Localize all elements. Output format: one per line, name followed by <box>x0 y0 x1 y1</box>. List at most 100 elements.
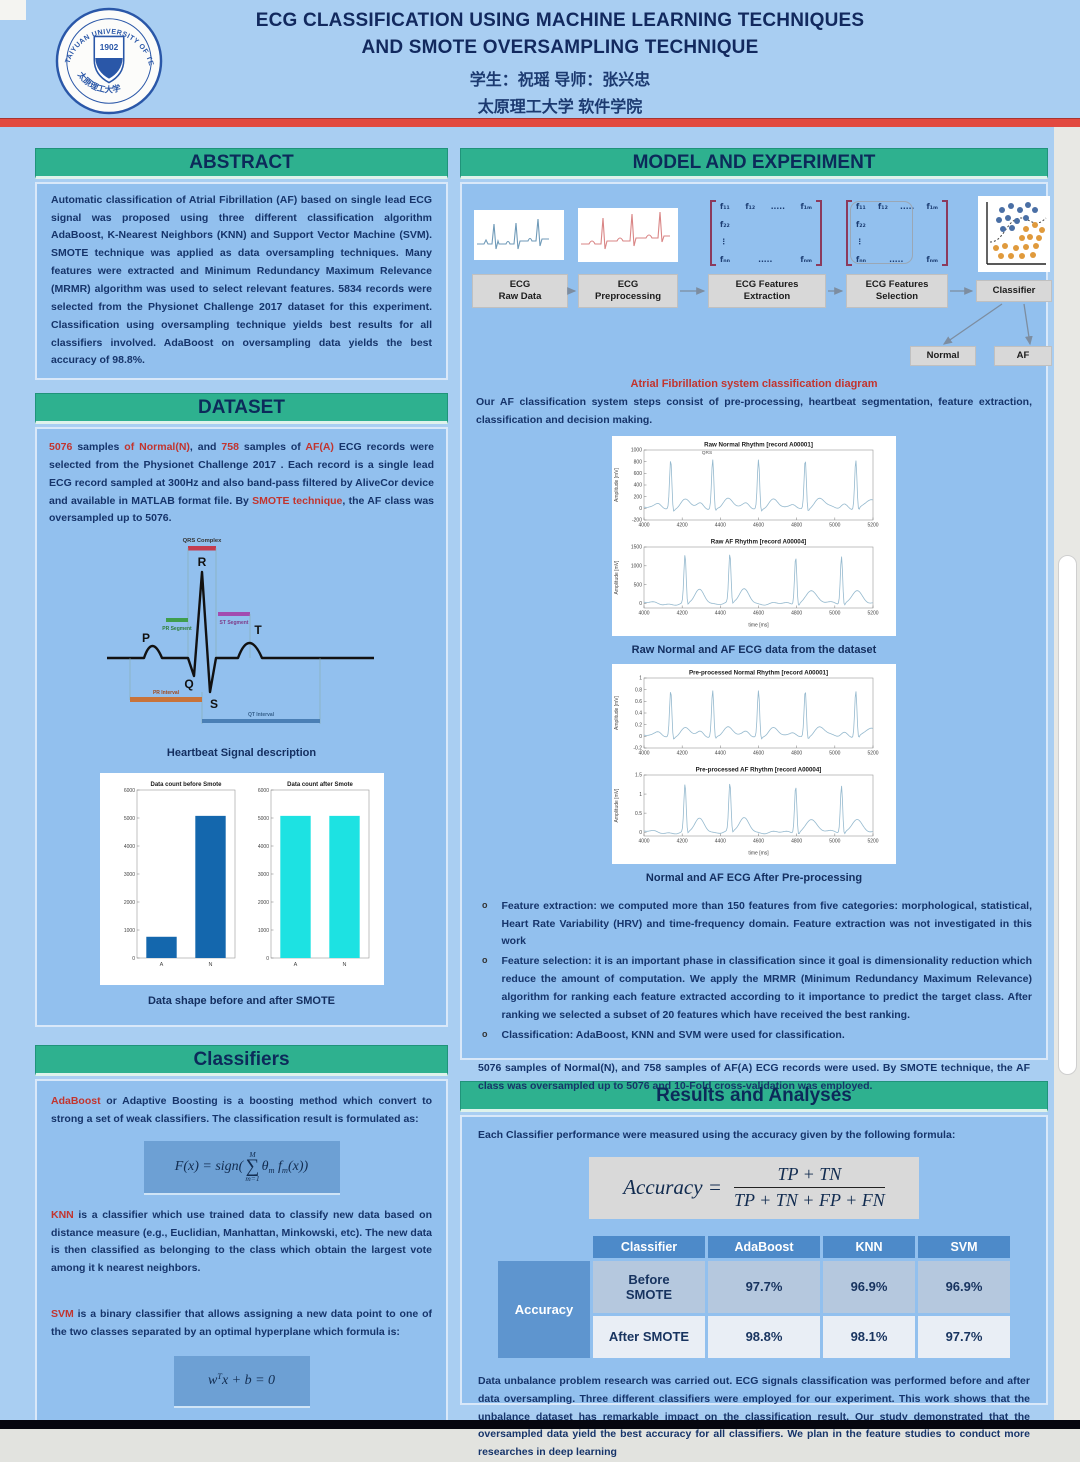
poster-title-line2: AND SMOTE OVERSAMPLING TECHNIQUE <box>361 36 759 58</box>
svg-text:4800: 4800 <box>791 522 802 528</box>
bullet-feature-selection: Feature selection: it is an important ph… <box>476 953 1033 1024</box>
col-header-classifier: Classifier <box>593 1235 705 1258</box>
dataset-header: DATASET <box>35 393 448 424</box>
svg-text:time [ms]: time [ms] <box>748 622 769 628</box>
pipeline-stage-extraction: ECG Features Extraction <box>708 274 826 308</box>
svg-text:4400: 4400 <box>715 750 726 756</box>
svg-text:800: 800 <box>634 459 643 465</box>
accuracy-table: Classifier AdaBoost KNN SVM Accuracy Bef… <box>495 1233 1013 1361</box>
svg-text:200: 200 <box>634 494 643 500</box>
model-panel: f₁₁ f₁₂..... f₁ₘ f₂₂ ⋮ fₙₙ..... fₙₘ f₁₁ f₁₂.… <box>460 182 1052 1092</box>
plot-pre-normal: Pre-processed Normal Rhythm [record A000… <box>612 667 896 764</box>
svg-text:Pre-processed Normal Rhythm [r: Pre-processed Normal Rhythm [record A000… <box>689 669 828 676</box>
scrollbar-thumb[interactable] <box>1058 555 1077 1075</box>
svg-text:4600: 4600 <box>753 610 764 616</box>
dataset-intro: 5076 samples of Normal(N), and 758 sampl… <box>49 441 434 525</box>
svg-text:0.2: 0.2 <box>635 722 642 728</box>
bar-chart-after-smote: Data count after Smote 0 1000 2000 3000 4000 5… <box>244 777 374 981</box>
svg-text:S: S <box>209 697 217 711</box>
svg-text:PR Interval: PR Interval <box>152 690 179 696</box>
pipeline-caption: Atrial Fibrillation system classificatio… <box>630 378 878 390</box>
svg-text:QRS: QRS <box>702 450 712 456</box>
svg-text:4400: 4400 <box>715 522 726 528</box>
svg-text:T: T <box>254 623 262 637</box>
poster: TAIYUAN UNIVERSITY OF TECHNOLOGY 1902 太原… <box>0 0 1080 1420</box>
cell-after-knn: 98.1% <box>823 1315 915 1358</box>
output-af: AF <box>994 346 1052 366</box>
accuracy-formula: Accuracy = TP + TN TP + TN + FP + FN <box>589 1156 919 1219</box>
svg-text:ST Segment: ST Segment <box>219 620 248 626</box>
svg-text:0: 0 <box>639 734 642 740</box>
pipeline-stage-raw-data: ECG Raw Data <box>472 274 568 308</box>
svg-text:1902: 1902 <box>100 42 119 52</box>
model-bullets: Feature extraction: we computed more tha… <box>472 898 1036 1045</box>
svg-text:3000: 3000 <box>123 872 134 878</box>
ecg-raw-thumbnail <box>474 210 564 260</box>
svg-text:1000: 1000 <box>123 928 134 934</box>
left-column: ABSTRACT Automatic classification of Atr… <box>35 148 448 1425</box>
bar-chart-before-smote: Data count before Smote 0 1000 2000 3000 4000… <box>110 777 240 981</box>
cell-before-knn: 96.9% <box>823 1260 915 1313</box>
plot-raw-af: Raw AF Rhythm [record A00004] 0 500 1000 150… <box>612 536 896 633</box>
svg-text:0.6: 0.6 <box>635 699 642 705</box>
plot-pre-af: Pre-processed AF Rhythm [record A00004] 0… <box>612 764 896 861</box>
svg-text:QRS Complex: QRS Complex <box>182 538 221 544</box>
svg-text:5000: 5000 <box>123 816 134 822</box>
poster-affiliation: 太原理工大学 软件学院 <box>477 98 643 116</box>
svg-text:1500: 1500 <box>631 544 642 550</box>
svg-text:N: N <box>208 962 212 968</box>
svg-text:4400: 4400 <box>715 838 726 844</box>
poster-authors: 学生：祝瑶 导师：张兴忠 <box>469 72 651 90</box>
svg-text:Amplitude [mV]: Amplitude [mV] <box>614 560 620 595</box>
svg-text:5000: 5000 <box>829 610 840 616</box>
university-logo: TAIYUAN UNIVERSITY OF TECHNOLOGY 1902 太原… <box>52 2 163 115</box>
svg-text:0.5: 0.5 <box>635 811 642 817</box>
right-column: MODEL AND EXPERIMENT <box>460 148 1052 1458</box>
classifier-scatter-icon <box>986 202 1047 265</box>
svg-text:4000: 4000 <box>123 844 134 850</box>
table-row-before-smote: Accuracy Before SMOTE 97.7% 96.9% 96.9% <box>498 1260 1010 1358</box>
svg-text:R: R <box>197 555 206 569</box>
ecg-blue-trace-icon <box>477 218 549 250</box>
heartbeat-signal-icon: QRS Complex R PR Segment ST Segment P <box>106 538 374 725</box>
svg-text:1.5: 1.5 <box>635 772 642 778</box>
svg-text:time [ms]: time [ms] <box>748 850 769 856</box>
svg-text:Data count before Smote: Data count before Smote <box>150 782 222 788</box>
svg-text:6000: 6000 <box>123 788 134 794</box>
section-classifiers: Classifiers AdaBoost or Adaptive Boostin… <box>35 1045 448 1425</box>
svg-text:4600: 4600 <box>753 838 764 844</box>
svg-text:1000: 1000 <box>631 563 642 569</box>
svg-text:4000: 4000 <box>638 522 649 528</box>
section-abstract: ABSTRACT Automatic classification of Atr… <box>35 148 448 380</box>
results-header: Results and Analyses <box>460 1081 1048 1112</box>
svg-text:5200: 5200 <box>867 610 878 616</box>
svg-text:1: 1 <box>639 675 642 681</box>
svg-text:4000: 4000 <box>638 610 649 616</box>
svg-text:QT Interval: QT Interval <box>247 712 274 718</box>
svg-text:-200: -200 <box>632 517 642 523</box>
heartbeat-caption: Heartbeat Signal description <box>166 747 317 760</box>
model-intro: Our AF classification system steps consi… <box>476 396 1032 426</box>
classifiers-header: Classifiers <box>35 1045 448 1076</box>
pre-plots-caption: Normal and AF ECG After Pre-processing <box>645 871 863 884</box>
svg-text:4800: 4800 <box>791 610 802 616</box>
svg-text:4600: 4600 <box>753 750 764 756</box>
svm-text: SVM is a binary classifier that allows a… <box>51 1308 432 1338</box>
section-model: MODEL AND EXPERIMENT <box>460 148 1052 1092</box>
svg-text:0.8: 0.8 <box>635 687 642 693</box>
ecg-pink-trace-icon <box>581 211 670 250</box>
svg-text:Amplitude [mV]: Amplitude [mV] <box>614 788 620 823</box>
svg-text:PR Segment: PR Segment <box>162 626 192 632</box>
svg-text:1000: 1000 <box>257 928 268 934</box>
poster-header: TAIYUAN UNIVERSITY OF TECHNOLOGY 1902 太原… <box>0 0 1080 118</box>
table-header-row: Classifier AdaBoost KNN SVM <box>498 1235 1010 1258</box>
svg-text:Amplitude [mV]: Amplitude [mV] <box>614 695 620 730</box>
pipeline-stage-selection: ECG Features Selection <box>846 274 948 308</box>
svg-text:1: 1 <box>639 791 642 797</box>
svg-text:0.4: 0.4 <box>635 710 642 716</box>
selected-features-ring <box>850 201 914 264</box>
smote-caption: Data shape before and after SMOTE <box>147 995 336 1008</box>
svg-text:4200: 4200 <box>677 750 688 756</box>
svg-text:5000: 5000 <box>829 522 840 528</box>
feature-matrix-selection: f₁₁ f₁₂..... f₁ₘ f₂₂ ⋮ fₙₙ..... fₙₘ <box>846 200 948 266</box>
